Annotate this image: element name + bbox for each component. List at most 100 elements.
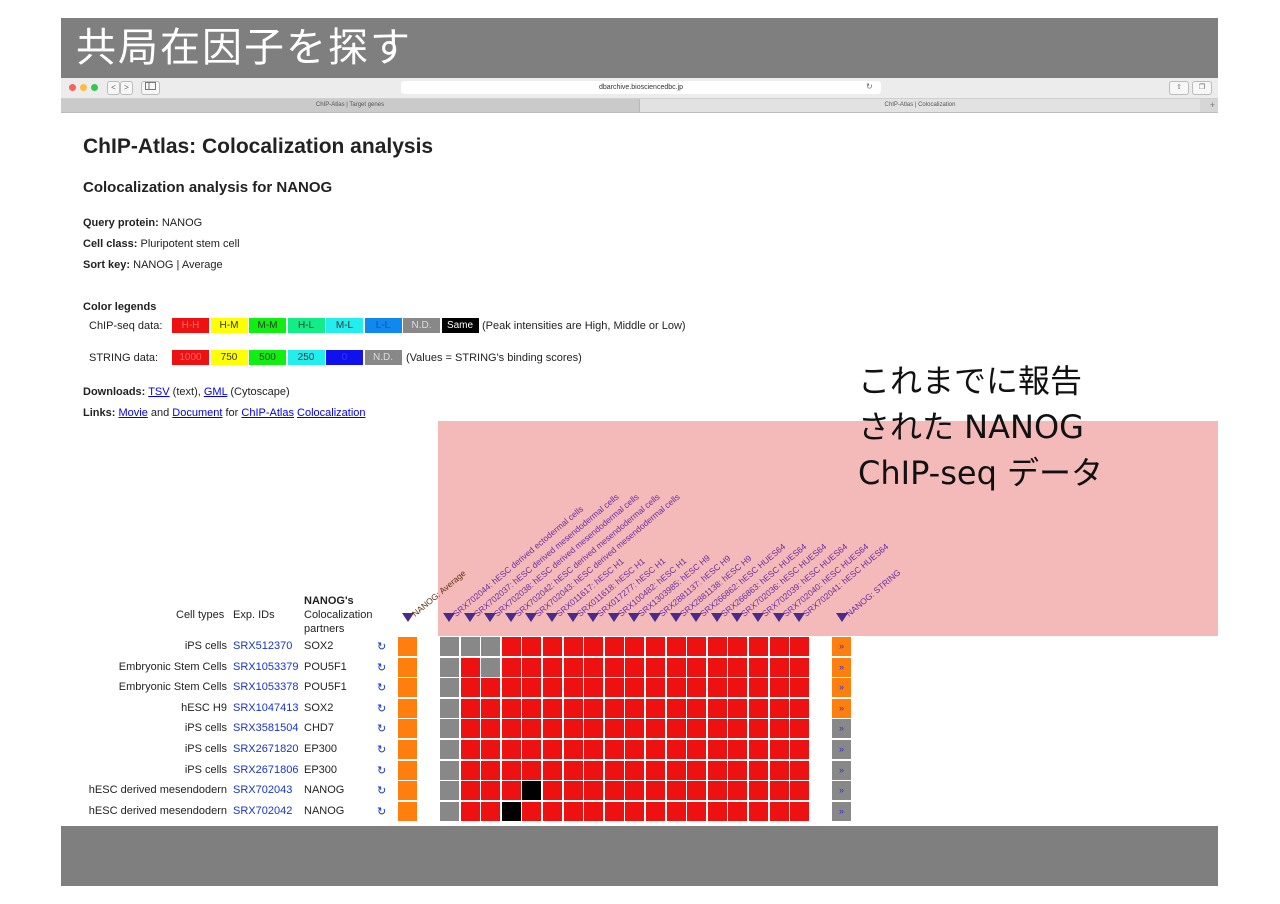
string-more-button[interactable]: » bbox=[832, 637, 851, 656]
document-link[interactable]: Document bbox=[172, 407, 223, 419]
heatmap-cell[interactable] bbox=[460, 678, 480, 698]
string-more-button[interactable]: » bbox=[832, 678, 851, 698]
column-header-sample-marker[interactable] bbox=[710, 613, 723, 622]
heatmap-cell[interactable] bbox=[481, 781, 501, 801]
heatmap-cell[interactable] bbox=[625, 740, 645, 759]
heatmap-cell[interactable] bbox=[769, 781, 789, 801]
row-exp-id-link[interactable]: SRX1053378 bbox=[233, 681, 299, 694]
heatmap-cell[interactable] bbox=[522, 760, 542, 780]
heatmap-cell[interactable] bbox=[522, 740, 542, 759]
row-exp-id-link[interactable]: SRX1047413 bbox=[233, 701, 299, 714]
heatmap-cell[interactable] bbox=[769, 719, 789, 739]
heatmap-cell[interactable] bbox=[481, 801, 501, 821]
row-exp-id-link[interactable]: SRX2671820 bbox=[233, 743, 299, 755]
heatmap-cell[interactable] bbox=[707, 760, 727, 780]
column-header-sample-marker[interactable] bbox=[463, 613, 476, 622]
heatmap-cell[interactable] bbox=[707, 801, 727, 821]
heatmap-cell[interactable] bbox=[728, 657, 748, 677]
heatmap-cell[interactable] bbox=[707, 698, 727, 718]
heatmap-cell[interactable] bbox=[460, 760, 480, 780]
heatmap-cell[interactable] bbox=[481, 740, 501, 759]
heatmap-cell[interactable] bbox=[666, 637, 686, 656]
column-header-sample-marker[interactable] bbox=[690, 613, 703, 622]
heatmap-cell[interactable] bbox=[625, 801, 645, 821]
heatmap-cell[interactable] bbox=[646, 760, 665, 780]
heatmap-cell[interactable] bbox=[481, 760, 501, 780]
address-bar[interactable]: dbarchive.biosciencedbc.jp bbox=[401, 81, 881, 94]
column-header-sample-marker[interactable] bbox=[772, 613, 785, 622]
heatmap-cell[interactable] bbox=[728, 760, 748, 780]
heatmap-cell[interactable] bbox=[440, 801, 459, 821]
heatmap-cell[interactable] bbox=[707, 657, 727, 677]
heatmap-cell[interactable] bbox=[460, 740, 480, 759]
heatmap-cell[interactable] bbox=[440, 657, 459, 677]
heatmap-cell[interactable] bbox=[769, 657, 789, 677]
heatmap-cell[interactable] bbox=[501, 781, 521, 801]
heatmap-cell[interactable] bbox=[481, 657, 501, 677]
heatmap-cell[interactable] bbox=[790, 760, 810, 780]
zoom-window-button[interactable] bbox=[91, 84, 98, 91]
heatmap-cell[interactable] bbox=[749, 678, 768, 698]
heatmap-cell[interactable] bbox=[522, 801, 542, 821]
refresh-icon[interactable]: ↻ bbox=[377, 723, 387, 736]
heatmap-cell[interactable] bbox=[646, 781, 665, 801]
heatmap-cell[interactable] bbox=[584, 637, 604, 656]
heatmap-cell[interactable] bbox=[646, 678, 665, 698]
heatmap-cell[interactable] bbox=[501, 678, 521, 698]
heatmap-cell[interactable] bbox=[584, 698, 604, 718]
heatmap-cell[interactable] bbox=[769, 678, 789, 698]
heatmap-cell[interactable] bbox=[501, 760, 521, 780]
heatmap-cell[interactable] bbox=[728, 637, 748, 656]
column-header-string-marker[interactable] bbox=[836, 613, 848, 622]
heatmap-cell[interactable] bbox=[790, 740, 810, 759]
column-header-sample-marker[interactable] bbox=[587, 613, 600, 622]
heatmap-cell[interactable] bbox=[481, 637, 501, 656]
back-button[interactable]: < bbox=[107, 81, 120, 95]
heatmap-cell[interactable] bbox=[790, 678, 810, 698]
heatmap-cell[interactable] bbox=[543, 801, 562, 821]
heatmap-cell[interactable] bbox=[728, 781, 748, 801]
heatmap-cell[interactable] bbox=[501, 740, 521, 759]
heatmap-cell[interactable] bbox=[790, 698, 810, 718]
string-more-button[interactable]: » bbox=[832, 760, 851, 780]
heatmap-cell[interactable] bbox=[440, 698, 459, 718]
heatmap-cell[interactable] bbox=[666, 740, 686, 759]
column-header-sample-marker[interactable] bbox=[731, 613, 744, 622]
heatmap-cell[interactable] bbox=[604, 678, 624, 698]
column-header-sample-marker[interactable] bbox=[628, 613, 641, 622]
heatmap-cell[interactable] bbox=[646, 698, 665, 718]
heatmap-cell[interactable] bbox=[543, 740, 562, 759]
heatmap-cell[interactable] bbox=[707, 678, 727, 698]
tab-target-genes[interactable]: ChIP-Atlas | Target genes bbox=[61, 99, 640, 112]
heatmap-cell[interactable] bbox=[646, 801, 665, 821]
heatmap-cell[interactable] bbox=[687, 760, 707, 780]
heatmap-cell[interactable] bbox=[687, 740, 707, 759]
heatmap-cell[interactable] bbox=[687, 657, 707, 677]
heatmap-cell[interactable] bbox=[460, 781, 480, 801]
heatmap-cell[interactable] bbox=[543, 760, 562, 780]
heatmap-cell[interactable] bbox=[625, 698, 645, 718]
heatmap-cell[interactable] bbox=[769, 801, 789, 821]
heatmap-cell[interactable] bbox=[460, 698, 480, 718]
string-more-button[interactable]: » bbox=[832, 740, 851, 759]
heatmap-cell[interactable] bbox=[666, 781, 686, 801]
refresh-icon[interactable]: ↻ bbox=[377, 661, 387, 674]
heatmap-cell[interactable] bbox=[707, 740, 727, 759]
heatmap-cell[interactable] bbox=[728, 801, 748, 821]
heatmap-cell[interactable] bbox=[543, 657, 562, 677]
heatmap-cell[interactable] bbox=[501, 719, 521, 739]
heatmap-cell[interactable] bbox=[625, 719, 645, 739]
heatmap-cell[interactable] bbox=[501, 698, 521, 718]
heatmap-cell[interactable] bbox=[604, 657, 624, 677]
heatmap-cell[interactable] bbox=[563, 678, 583, 698]
heatmap-cell[interactable] bbox=[522, 781, 542, 801]
heatmap-cell[interactable] bbox=[481, 678, 501, 698]
string-more-button[interactable]: » bbox=[832, 657, 851, 677]
refresh-icon[interactable]: ↻ bbox=[377, 682, 387, 695]
column-header-sample-marker[interactable] bbox=[607, 613, 620, 622]
column-header-average-marker[interactable] bbox=[402, 613, 414, 622]
heatmap-cell[interactable] bbox=[460, 637, 480, 656]
heatmap-cell[interactable] bbox=[604, 740, 624, 759]
new-tab-button[interactable]: + bbox=[1209, 100, 1215, 110]
column-header-sample-marker[interactable] bbox=[649, 613, 661, 622]
